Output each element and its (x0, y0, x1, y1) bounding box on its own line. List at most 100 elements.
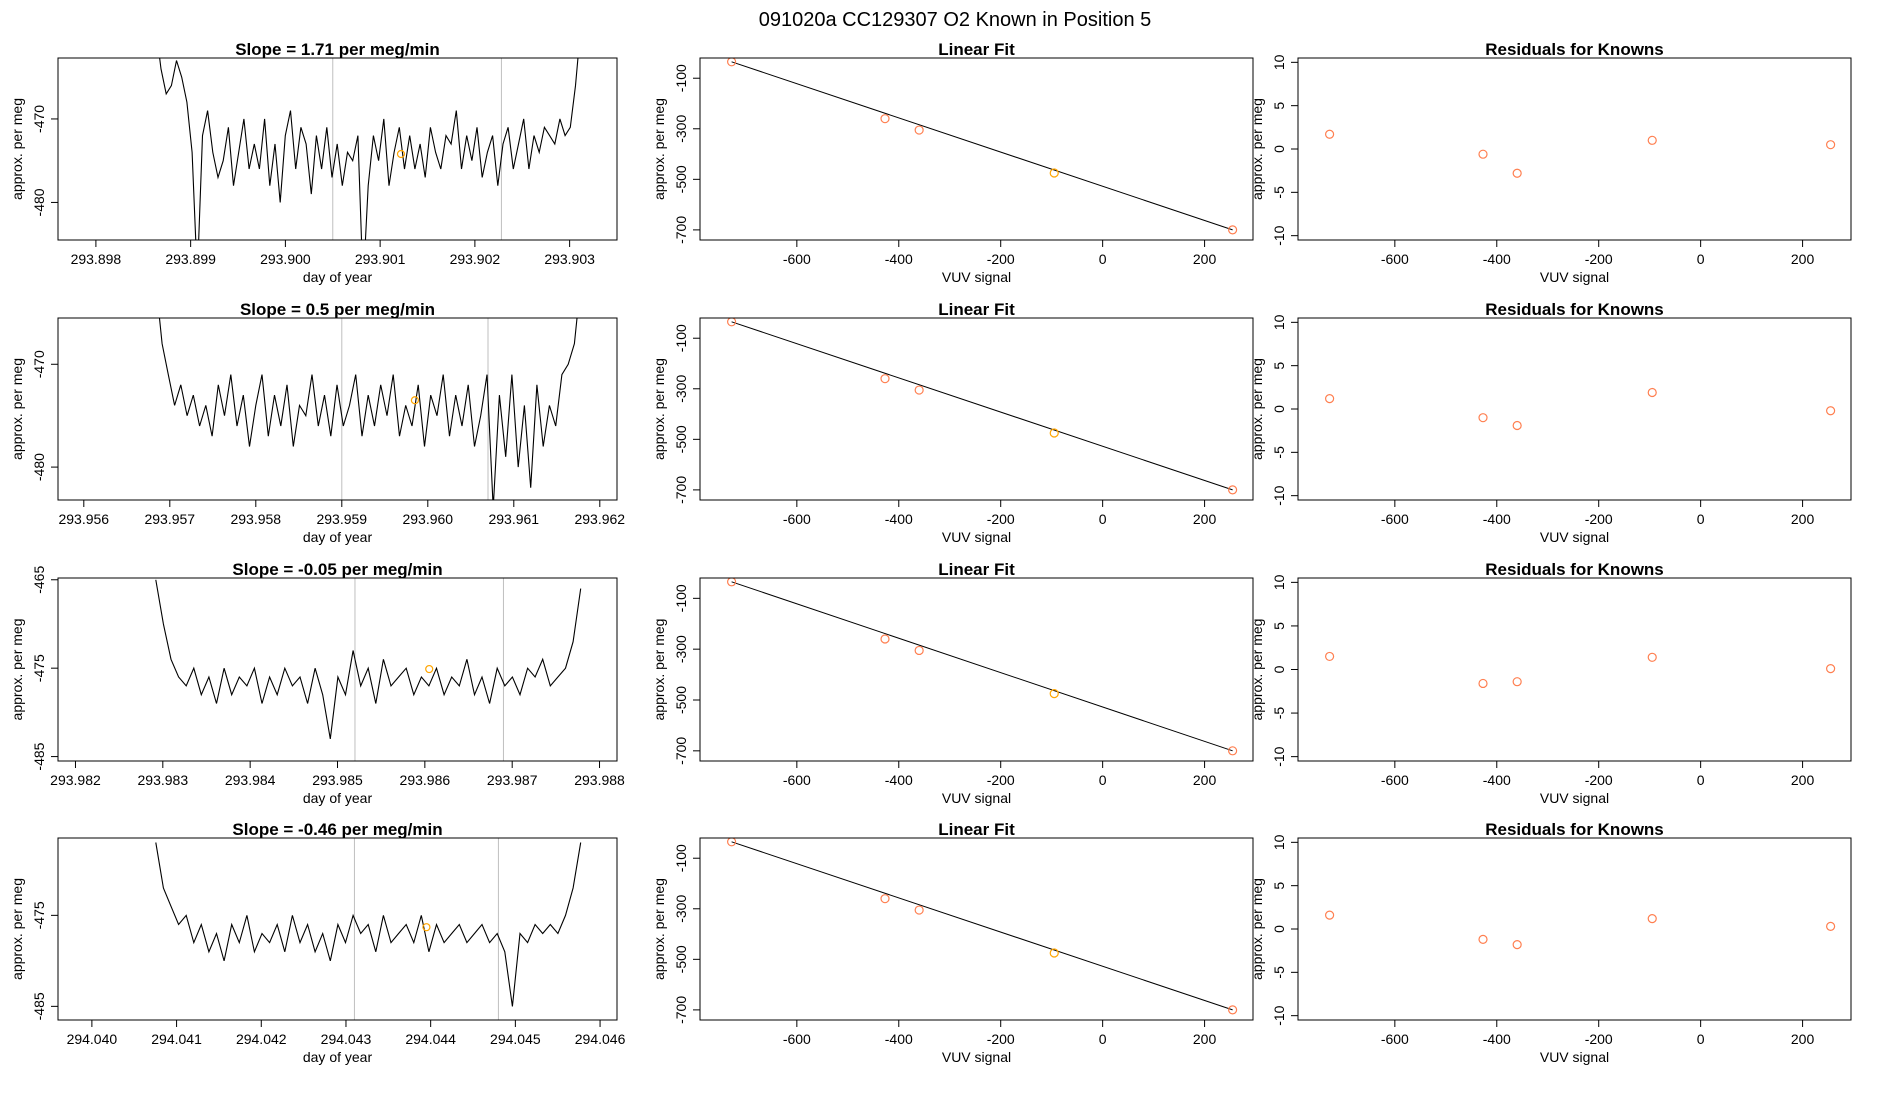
x-tick-label: 294.046 (575, 1031, 626, 1047)
x-tick-label: -400 (1483, 511, 1511, 527)
x-tick-label: -400 (885, 772, 913, 788)
y-axis-title: approx. per meg (1249, 98, 1265, 200)
x-tick-label: 294.043 (321, 1031, 372, 1047)
panel-residuals-1: Residuals for Knowns -600 -400 -200 0 200 10 5 0… (1249, 40, 1852, 285)
panel-timeseries-4: Slope = -0.46 per meg/min 294.040 294.041 2… (9, 820, 626, 1065)
y-tick-label: -475 (31, 901, 47, 929)
sample-point (1049, 168, 1059, 178)
y-axis-title: approx. per meg (9, 619, 25, 721)
known-point (1228, 746, 1238, 756)
y-tick-label: -10 (1271, 746, 1287, 766)
x-tick-label: 0 (1099, 511, 1107, 527)
plot-area (158, 318, 578, 500)
x-tick-label: 293.986 (400, 772, 451, 788)
known-point (1647, 387, 1657, 398)
known-point (880, 114, 890, 124)
x-tick-label: 294.040 (67, 1031, 118, 1047)
known-point (1647, 652, 1657, 662)
plot-frame (57, 317, 618, 501)
y-tick-label: -500 (673, 686, 689, 714)
y-tick-label: 5 (1271, 882, 1287, 890)
x-tick-label: 0 (1099, 251, 1107, 267)
plot-area (727, 318, 1238, 495)
known-point (1228, 225, 1238, 235)
y-tick-label: -500 (673, 425, 689, 453)
y-axis-title: approx. per meg (651, 98, 667, 200)
plot-frame (699, 317, 1254, 501)
y-axis-title: approx. per meg (651, 619, 667, 721)
x-tick-label: -400 (885, 1031, 913, 1047)
x-axis-title: day of year (303, 1049, 373, 1065)
y-axis-title: approx. per meg (1249, 619, 1265, 721)
plot-frame (699, 577, 1254, 762)
sample-marker (425, 664, 434, 674)
x-tick-label: 200 (1193, 772, 1217, 788)
x-tick-label: 294.042 (236, 1031, 287, 1047)
x-axis-title: VUV signal (942, 269, 1011, 285)
known-point (727, 58, 737, 67)
sample-point (1049, 689, 1059, 699)
known-point (1324, 910, 1335, 920)
x-tick-label: 293.962 (574, 511, 625, 527)
x-tick-label: -400 (885, 251, 913, 267)
known-point (1512, 677, 1522, 687)
x-tick-label: 200 (1791, 511, 1815, 527)
x-tick-label: -200 (1585, 251, 1613, 267)
known-point (1324, 651, 1335, 662)
known-point (1324, 394, 1335, 404)
x-tick-label: -200 (987, 1031, 1015, 1047)
x-axis-title: day of year (303, 790, 373, 806)
x-tick-label: -200 (1585, 511, 1613, 527)
y-tick-label: -300 (673, 635, 689, 663)
page-title: 091020a CC129307 O2 Known in Position 5 (759, 9, 1152, 31)
x-tick-label: 200 (1791, 772, 1815, 788)
y-axis-title: approx. per meg (9, 878, 25, 980)
known-point (1647, 135, 1657, 145)
x-tick-label: -600 (783, 1031, 811, 1047)
x-tick-label: -600 (783, 772, 811, 788)
known-point (1478, 934, 1488, 945)
panel-residuals-4: Residuals for Knowns -600 -400 -200 0 200 10 5 0… (1249, 820, 1852, 1065)
x-tick-label: 294.041 (151, 1031, 202, 1047)
y-tick-label: -300 (673, 895, 689, 923)
y-tick-label: -700 (673, 996, 689, 1024)
x-tick-label: 200 (1193, 511, 1217, 527)
fit-line (731, 841, 1233, 1011)
plot-title: Residuals for Knowns (1485, 40, 1664, 59)
y-tick-label: -700 (673, 737, 689, 765)
panel-timeseries-1: Slope = 1.71 per meg/min 293.898 293.899 29… (9, 40, 618, 285)
y-tick-label: -485 (31, 992, 47, 1020)
y-tick-label: -100 (673, 584, 689, 612)
plot-title: Residuals for Knowns (1485, 300, 1664, 319)
y-tick-label: 0 (1271, 145, 1287, 153)
plot-title: Residuals for Knowns (1485, 560, 1664, 579)
x-tick-label: 293.984 (225, 772, 276, 788)
x-tick-label: 0 (1099, 1031, 1107, 1047)
x-tick-label: 293.959 (316, 511, 367, 527)
plot-frame (57, 57, 618, 241)
panel-linear-fit-1: Linear Fit -600 -400 -200 0 200 -100 -300 -500 -7… (651, 40, 1254, 285)
x-axis-title: VUV signal (942, 790, 1011, 806)
y-tick-label: -470 (31, 350, 47, 378)
y-tick-label: 0 (1271, 405, 1287, 413)
y-tick-label: 5 (1271, 622, 1287, 630)
x-tick-label: 200 (1791, 251, 1815, 267)
plot-area (1324, 651, 1836, 689)
y-tick-label: -500 (673, 165, 689, 193)
y-tick-label: -5 (1271, 966, 1287, 979)
y-tick-label: -5 (1271, 707, 1287, 720)
plot-title: Slope = 0.5 per meg/min (240, 300, 435, 319)
x-axis-title: VUV signal (1540, 529, 1609, 545)
x-tick-label: -400 (1483, 1031, 1511, 1047)
x-tick-label: 200 (1193, 251, 1217, 267)
x-tick-label: 0 (1697, 772, 1705, 788)
known-point (1647, 913, 1657, 924)
x-tick-label: 0 (1697, 251, 1705, 267)
known-point (1512, 939, 1522, 950)
x-tick-label: -400 (1483, 251, 1511, 267)
series-line (158, 318, 578, 500)
x-tick-label: -200 (1585, 772, 1613, 788)
x-tick-label: 293.985 (312, 772, 363, 788)
x-axis-title: VUV signal (1540, 790, 1609, 806)
